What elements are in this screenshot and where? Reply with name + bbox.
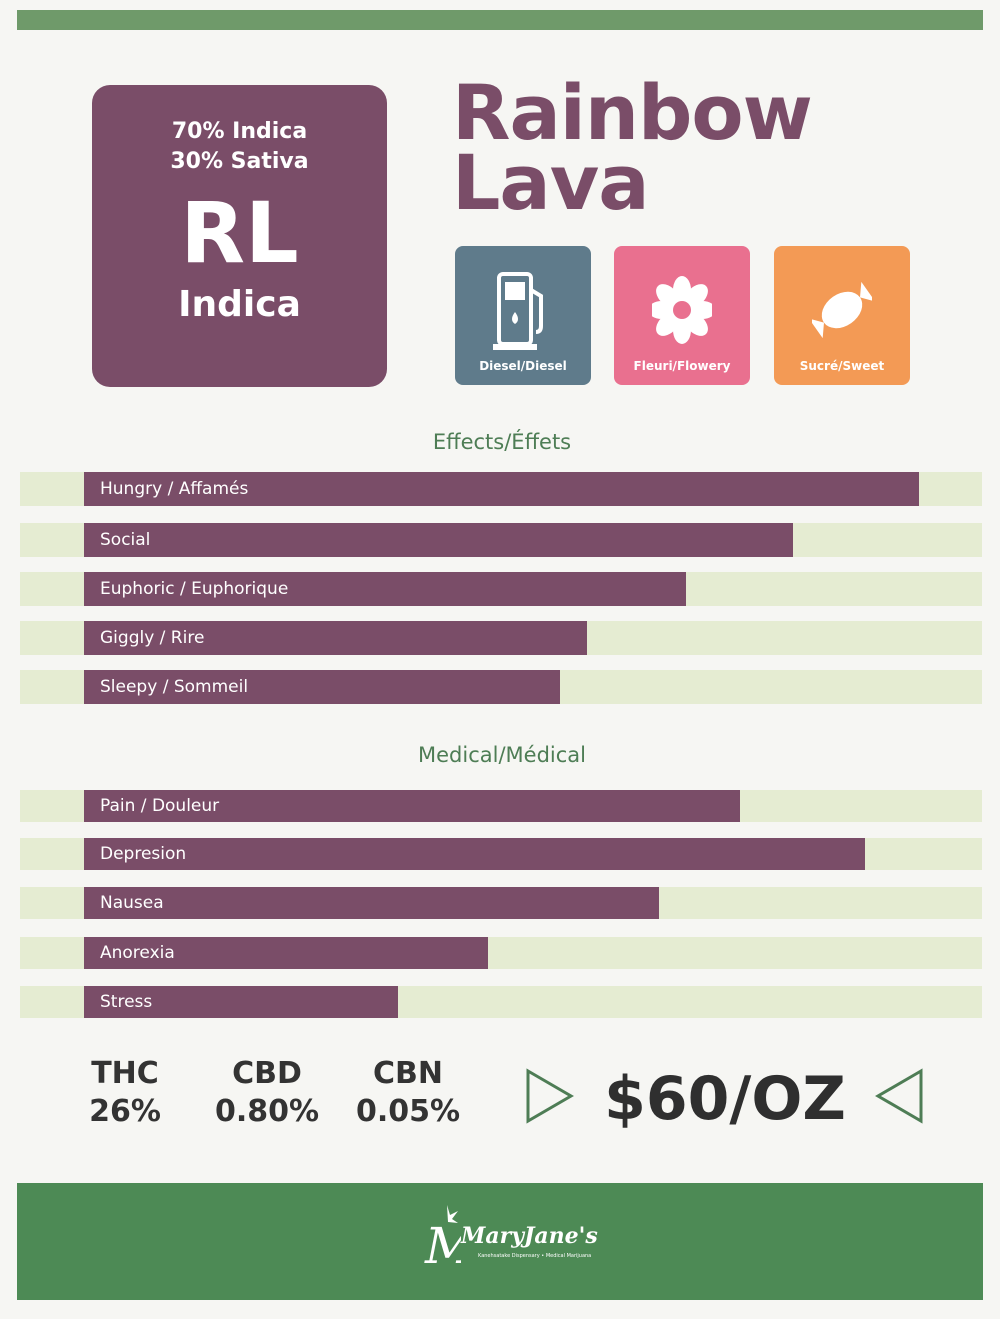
svg-text:M: M (424, 1217, 461, 1275)
bar-label: Social (100, 530, 151, 550)
bar-label: Pain / Douleur (100, 796, 220, 816)
flavor-icon (812, 281, 872, 339)
bar-label: Giggly / Rire (100, 628, 205, 648)
footer: M MaryJane's Kanehsatake Dispensary • Me… (17, 1183, 983, 1300)
section-title: Effects/Éffets (432, 430, 572, 454)
cannabinoid-value: 26% (89, 1094, 161, 1129)
brand: MaryJane's (461, 1223, 598, 1249)
flavor-tile: Fleuri/Flowery (614, 246, 750, 385)
bar (84, 621, 587, 655)
strain-name: Rainbow Lava (452, 68, 813, 227)
name-line: Rainbow (452, 68, 813, 157)
cannabinoid-value: 0.80% (214, 1094, 320, 1129)
section-title: Medical/Médical (418, 743, 586, 767)
bar (84, 572, 686, 606)
bar (84, 887, 659, 919)
bar (84, 670, 560, 704)
price: $60/OZ (604, 1064, 846, 1134)
flavor-tile: Sucré/Sweet (774, 246, 910, 385)
strain-code: RL (180, 184, 299, 282)
flavor-label: Diesel/Diesel (479, 359, 567, 373)
flavor-label: Sucré/Sweet (799, 359, 885, 373)
bar (84, 472, 920, 506)
logo-mark: M (424, 1205, 461, 1275)
cannabinoid-name: CBN (373, 1056, 443, 1091)
ratio-line: 30% Sativa (170, 149, 309, 174)
bar-label: Euphoric / Euphorique (100, 579, 289, 599)
top-stripe (17, 10, 983, 30)
bar (84, 523, 794, 557)
cannabinoid-name: THC (91, 1056, 159, 1091)
ratio-line: 70% Indica (171, 119, 308, 144)
bar (84, 986, 399, 1018)
flavor-label: Fleuri/Flowery (633, 359, 731, 373)
bar-label: Anorexia (100, 943, 175, 963)
bar (84, 790, 740, 822)
flavor-icon (652, 276, 712, 344)
bar-label: Depresion (100, 844, 187, 864)
strain-type: Indica (178, 284, 301, 325)
bar-label: Stress (100, 992, 153, 1012)
bar-label: Hungry / Affamés (100, 479, 249, 499)
flavor-icon (493, 272, 543, 350)
tagline: Kanehsatake Dispensary • Medical Marijua… (478, 1253, 592, 1259)
cannabinoid-value: 0.05% (355, 1094, 461, 1129)
arrow-left (875, 1068, 923, 1124)
bar-label: Nausea (100, 893, 164, 913)
bar (84, 937, 489, 969)
flavor-tile: Diesel/Diesel (455, 246, 591, 385)
cannabinoid: CBN 0.05% (328, 1055, 488, 1131)
strain-badge: 70% Indica 30% Sativa RL Indica (92, 85, 387, 387)
bar-label: Sleepy / Sommeil (100, 677, 249, 697)
name-line: Lava (452, 138, 650, 227)
bar (84, 838, 866, 870)
cannabinoid: CBD 0.80% (187, 1055, 347, 1131)
cannabinoid: THC 26% (45, 1055, 205, 1131)
cannabinoid-name: CBD (232, 1056, 302, 1091)
arrow-right (526, 1068, 574, 1124)
